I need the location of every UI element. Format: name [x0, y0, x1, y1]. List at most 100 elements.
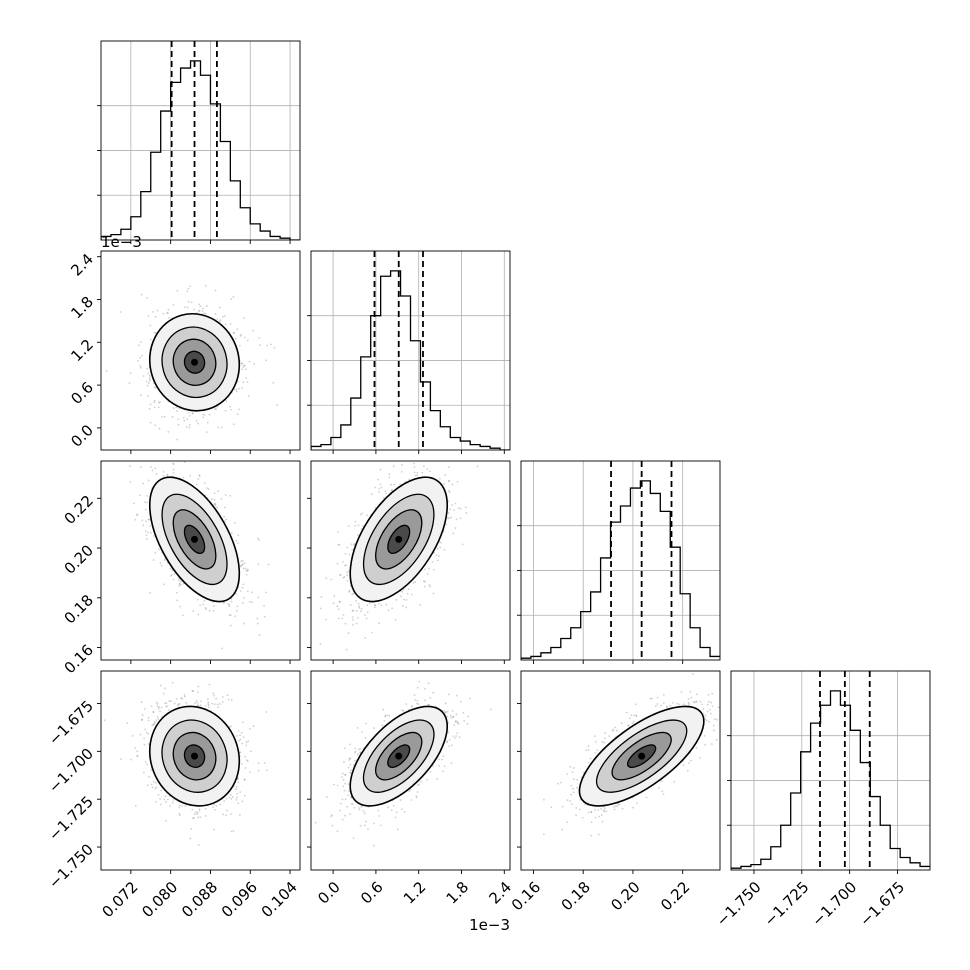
scatter-point — [130, 758, 132, 761]
scatter-point — [171, 569, 173, 572]
scatter-point — [176, 438, 179, 441]
scatter-point — [343, 575, 346, 578]
scatter-point — [346, 574, 348, 577]
scatter-point — [160, 706, 163, 709]
scatter-point — [158, 401, 160, 404]
scatter-point — [235, 539, 238, 542]
scatter-point — [166, 473, 169, 476]
scatter-point — [437, 441, 439, 443]
scatter-point — [229, 614, 232, 616]
panel-frame — [310, 460, 511, 661]
scatter-point — [464, 506, 467, 509]
scatter-point — [204, 284, 207, 287]
scatter-point — [459, 517, 462, 520]
scatter-point — [175, 406, 178, 409]
scatter-point — [257, 769, 260, 772]
scatter-point — [245, 377, 248, 379]
scatter-point — [447, 500, 450, 503]
scatter-point — [158, 706, 161, 708]
scatter-point — [145, 380, 148, 383]
scatter-point — [192, 610, 195, 612]
scatter-point — [414, 581, 417, 583]
scatter-point — [248, 600, 251, 603]
scatter-point — [351, 610, 354, 612]
scatter-point — [205, 608, 207, 610]
scatter-point — [152, 311, 155, 313]
scatter-point — [133, 502, 135, 505]
scatter-point — [212, 806, 214, 809]
scatter-point — [431, 560, 434, 563]
scatter-point — [198, 303, 201, 306]
scatter-point — [241, 368, 243, 371]
scatter-point — [448, 466, 450, 468]
scatter-point — [380, 486, 383, 489]
scatter-point — [227, 603, 230, 605]
scatter-point — [454, 527, 457, 529]
scatter-point — [148, 518, 150, 521]
scatter-point — [183, 419, 186, 422]
scatter-point — [337, 544, 340, 546]
scatter-point — [226, 809, 228, 812]
scatter-point — [219, 320, 221, 323]
scatter-point — [213, 694, 215, 697]
scatter-point — [439, 546, 442, 549]
panel-3-0 — [97, 670, 301, 874]
scatter-point — [166, 798, 169, 801]
scatter-point — [126, 722, 129, 725]
scatter-point — [217, 490, 220, 492]
density-peak — [395, 535, 403, 543]
scatter-point — [178, 585, 181, 587]
panel-plot-area — [128, 447, 270, 650]
scatter-point — [196, 811, 199, 814]
scatter-point — [426, 573, 429, 575]
scatter-point — [169, 805, 171, 807]
scatter-point — [203, 414, 206, 416]
scatter-point — [199, 816, 202, 819]
scatter-point — [428, 584, 431, 586]
scatter-point — [154, 552, 157, 554]
scatter-point — [242, 364, 245, 367]
scatter-point — [368, 602, 371, 605]
panel-2-0 — [97, 447, 301, 664]
scatter-point — [191, 412, 194, 415]
scatter-point — [344, 564, 346, 567]
scatter-point — [452, 532, 455, 535]
scatter-point — [246, 569, 249, 572]
scatter-point — [139, 366, 142, 369]
scatter-point — [459, 508, 462, 510]
scatter-point — [235, 610, 238, 612]
scatter-point — [220, 426, 223, 429]
scatter-point — [230, 813, 233, 816]
scatter-point — [175, 591, 178, 594]
scatter-point — [265, 591, 267, 594]
scatter-point — [154, 467, 157, 470]
scatter-point — [239, 590, 242, 592]
scatter-point — [166, 312, 169, 315]
scatter-point — [451, 504, 454, 506]
scatter-point — [394, 618, 397, 621]
scatter-point — [244, 567, 247, 570]
scatter-point — [241, 564, 244, 567]
scatter-point — [217, 426, 220, 429]
scatter-point — [237, 387, 240, 390]
scatter-point — [147, 531, 149, 534]
scatter-point — [249, 728, 251, 730]
scatter-point — [154, 387, 157, 389]
scatter-point — [197, 422, 199, 425]
scatter-point — [188, 414, 191, 417]
scatter-point — [232, 331, 235, 334]
scatter-point — [128, 447, 130, 449]
scatter-point — [195, 419, 198, 422]
scatter-point — [239, 344, 241, 347]
panel-frame — [100, 460, 301, 661]
scatter-point — [140, 293, 143, 296]
scatter-point — [342, 576, 345, 579]
scatter-point — [338, 600, 341, 603]
scatter-point — [354, 520, 357, 523]
scatter-point — [187, 411, 190, 414]
scatter-point — [213, 492, 216, 495]
scatter-point — [158, 548, 160, 551]
scatter-point — [355, 609, 358, 612]
scatter-point — [149, 525, 152, 527]
scatter-point — [330, 578, 333, 581]
